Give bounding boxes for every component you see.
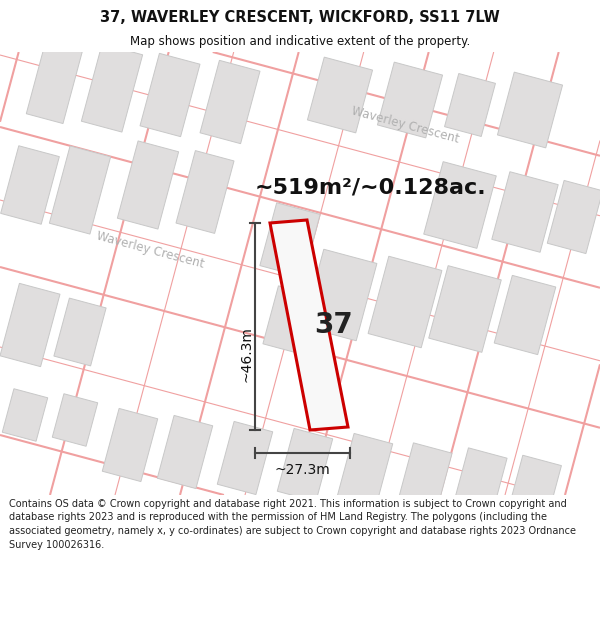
Bar xyxy=(453,448,507,516)
Bar xyxy=(337,433,393,507)
Bar xyxy=(368,256,442,348)
Text: Waverley Crescent: Waverley Crescent xyxy=(350,104,461,146)
Bar xyxy=(497,72,563,148)
Bar xyxy=(260,202,320,278)
Text: Waverley Crescent: Waverley Crescent xyxy=(95,229,206,271)
Bar xyxy=(494,276,556,354)
Bar xyxy=(200,61,260,144)
Bar xyxy=(2,389,48,441)
Bar xyxy=(217,421,273,494)
Bar xyxy=(398,443,452,511)
Bar xyxy=(26,36,84,124)
Bar xyxy=(303,249,377,341)
Bar xyxy=(377,62,443,138)
Bar xyxy=(157,416,213,489)
Text: 37: 37 xyxy=(314,311,353,339)
Bar xyxy=(509,455,562,519)
Bar xyxy=(263,286,317,354)
Text: ~46.3m: ~46.3m xyxy=(240,326,254,382)
Text: ~519m²/~0.128ac.: ~519m²/~0.128ac. xyxy=(255,177,487,197)
Bar xyxy=(547,181,600,254)
Bar xyxy=(49,146,110,234)
Text: 37, WAVERLEY CRESCENT, WICKFORD, SS11 7LW: 37, WAVERLEY CRESCENT, WICKFORD, SS11 7L… xyxy=(100,11,500,26)
Bar xyxy=(307,57,373,133)
Bar xyxy=(445,74,496,136)
Polygon shape xyxy=(270,220,348,430)
Text: Contains OS data © Crown copyright and database right 2021. This information is : Contains OS data © Crown copyright and d… xyxy=(9,499,576,550)
Bar xyxy=(176,151,234,233)
Bar xyxy=(52,394,98,446)
Bar xyxy=(118,141,179,229)
Bar xyxy=(102,408,158,482)
Bar xyxy=(429,266,501,352)
Bar xyxy=(54,298,106,366)
Bar xyxy=(0,283,60,367)
Bar xyxy=(82,44,143,132)
Bar xyxy=(1,146,59,224)
Bar xyxy=(492,172,558,252)
Bar xyxy=(277,428,333,502)
Text: Map shows position and indicative extent of the property.: Map shows position and indicative extent… xyxy=(130,36,470,48)
Text: ~27.3m: ~27.3m xyxy=(275,463,331,477)
Bar xyxy=(140,53,200,137)
Bar xyxy=(424,162,496,248)
